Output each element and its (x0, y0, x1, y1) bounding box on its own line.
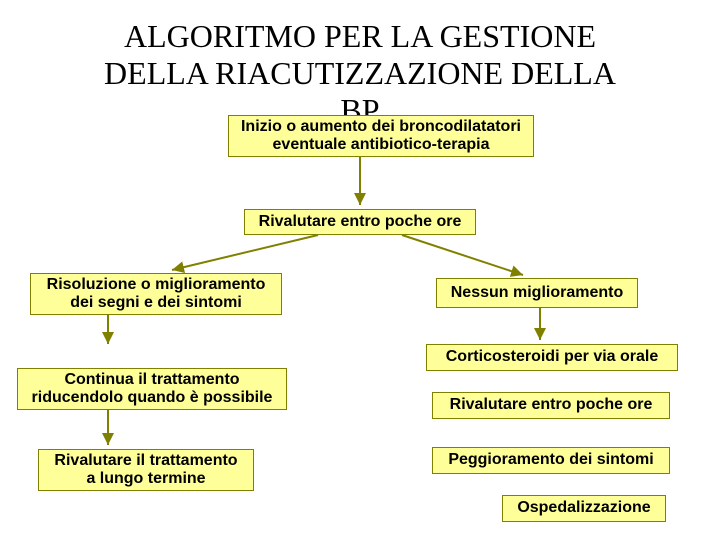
node-peggioramento: Peggioramento dei sintomi (432, 447, 670, 474)
node-start-line1: Inizio o aumento dei broncodilatatori (241, 118, 521, 136)
node-nessun-text: Nessun miglioramento (451, 284, 623, 302)
node-osped-text: Ospedalizzazione (517, 499, 650, 517)
node-revalutare-text: Rivalutare entro poche ore (259, 213, 462, 231)
node-rivalutare-lungo-line1: Rivalutare il trattamento (54, 452, 237, 470)
node-ospedalizzazione: Ospedalizzazione (502, 495, 666, 522)
node-rivalutare-lungo: Rivalutare il trattamento a lungo termin… (38, 449, 254, 491)
node-risoluzione-line2: dei segni e dei sintomi (70, 294, 242, 312)
node-rivalutare-lungo-line2: a lungo termine (86, 470, 205, 488)
node-peggioramento-text: Peggioramento dei sintomi (448, 451, 653, 469)
title-line1: ALGORITMO PER LA GESTIONE (124, 18, 596, 54)
node-cortico-text: Corticosteroidi per via orale (446, 348, 659, 366)
node-rivalutare-ore-text: Rivalutare entro poche ore (450, 396, 653, 414)
node-continua-line1: Continua il trattamento (64, 371, 239, 389)
node-continua-trattamento: Continua il trattamento riducendolo quan… (17, 368, 287, 410)
arrow-reval-right (402, 235, 523, 275)
title-line2: DELLA RIACUTIZZAZIONE DELLA (104, 55, 616, 91)
node-rivalutare-ore: Rivalutare entro poche ore (432, 392, 670, 419)
node-risoluzione-line1: Risoluzione o miglioramento (47, 276, 266, 294)
node-corticosteroidi: Corticosteroidi per via orale (426, 344, 678, 371)
node-start-line2: eventuale antibiotico-terapia (273, 136, 490, 154)
node-revalutare: Rivalutare entro poche ore (244, 209, 476, 235)
arrow-reval-left (172, 235, 318, 270)
node-continua-line2: riducendolo quando è possibile (32, 389, 273, 407)
node-start: Inizio o aumento dei broncodilatatori ev… (228, 115, 534, 157)
node-risoluzione: Risoluzione o miglioramento dei segni e … (30, 273, 282, 315)
node-nessun-miglioramento: Nessun miglioramento (436, 278, 638, 308)
page-title: ALGORITMO PER LA GESTIONE DELLA RIACUTIZ… (0, 18, 720, 128)
